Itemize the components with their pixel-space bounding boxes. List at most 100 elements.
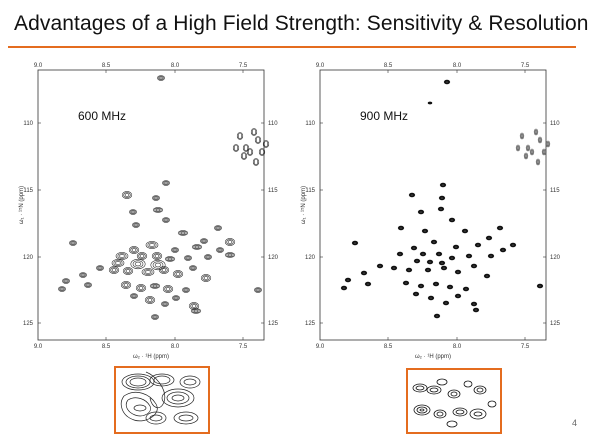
inset-600-plot xyxy=(120,371,201,425)
y-tick-left: 110 xyxy=(23,121,33,127)
contour-peak xyxy=(470,263,478,269)
contour-peak xyxy=(149,283,161,289)
contour-peak xyxy=(533,128,539,136)
contour-peak xyxy=(515,144,521,152)
contour-peak xyxy=(435,314,439,318)
contour-peak xyxy=(450,218,454,222)
x-tick-top: 7.5 xyxy=(239,63,248,69)
contour-peak xyxy=(124,268,132,274)
contour-peak xyxy=(417,209,425,215)
y-tick-right: 120 xyxy=(268,255,279,261)
contour-peak xyxy=(159,76,163,80)
contour-peak xyxy=(438,260,446,266)
contour-peak xyxy=(250,128,258,136)
contour-peak xyxy=(443,79,451,85)
contour-peak xyxy=(183,288,189,292)
contour-peak xyxy=(524,153,528,159)
contour-peak xyxy=(536,159,540,165)
contour-peak xyxy=(529,148,535,156)
contour-peak xyxy=(444,80,450,84)
contour-peak xyxy=(470,301,478,307)
contour-peak xyxy=(191,304,197,308)
contour-peak xyxy=(189,265,197,271)
contour-peak xyxy=(431,240,437,244)
contour-peak xyxy=(64,279,68,283)
contour-peak xyxy=(438,195,446,201)
contour-peak xyxy=(262,140,270,148)
contour-peak xyxy=(252,158,260,166)
contour-peak xyxy=(501,248,505,252)
contour-peak xyxy=(71,241,75,245)
contour-peak xyxy=(441,266,447,270)
contour-peak xyxy=(426,259,434,265)
contour-peak xyxy=(172,248,178,252)
contour-peak xyxy=(263,141,269,147)
contour-peak xyxy=(396,251,404,257)
contour-peak xyxy=(476,243,480,247)
contour-peak xyxy=(442,300,450,306)
contour-peak xyxy=(202,275,210,281)
contour-peak xyxy=(432,281,440,287)
contour-peak xyxy=(120,281,132,289)
y-tick-right: 115 xyxy=(268,188,278,194)
contour-peak xyxy=(59,287,65,291)
contour-peak xyxy=(483,273,491,279)
contour-peak xyxy=(165,287,171,291)
contour-peak xyxy=(434,282,438,286)
contour-peak xyxy=(485,235,493,241)
x-tick-bottom: 8.0 xyxy=(453,344,462,350)
contour-peak xyxy=(254,287,262,293)
inset-900-plot xyxy=(412,378,497,428)
x-tick-bottom: 9.0 xyxy=(34,344,43,350)
contour-peak xyxy=(97,266,103,270)
contour-peak xyxy=(192,309,200,313)
contour-peak xyxy=(427,295,435,301)
contour-peak xyxy=(439,196,445,200)
contour-peak xyxy=(134,261,142,267)
contour-peak xyxy=(472,264,476,268)
contour-peak xyxy=(98,266,102,270)
contour-peak xyxy=(161,301,169,307)
contour-peak xyxy=(147,298,153,302)
contour-peak xyxy=(111,259,125,267)
contour-peak xyxy=(423,229,427,233)
contour-peak xyxy=(530,149,534,155)
contour-peak xyxy=(489,254,493,258)
contour-peak xyxy=(242,144,250,152)
x-tick-top: 8.5 xyxy=(102,63,111,69)
contour-peak xyxy=(173,248,177,252)
contour-peak xyxy=(360,270,368,276)
contour-peak xyxy=(129,209,137,215)
contour-peak xyxy=(437,206,445,212)
contour-peak xyxy=(454,269,462,275)
inset-900-contours xyxy=(412,378,497,428)
contour-peak xyxy=(427,260,433,264)
contour-peak xyxy=(157,75,165,81)
contour-peak xyxy=(224,238,236,246)
contour-peak xyxy=(446,284,454,290)
contour-peak xyxy=(488,254,494,258)
contour-peak xyxy=(255,288,261,292)
contour-peak xyxy=(130,247,138,253)
contour-peak xyxy=(486,236,492,240)
x-tick-top: 9.0 xyxy=(34,63,43,69)
contour-peak xyxy=(534,129,538,135)
contour-peak xyxy=(361,271,367,275)
y-tick-right: 125 xyxy=(550,321,561,327)
contour-peak xyxy=(152,207,164,213)
contour-peak xyxy=(510,243,516,247)
contour-peak xyxy=(152,261,164,269)
contour-peak xyxy=(241,153,247,159)
contour-peak xyxy=(402,280,410,286)
contour-peak xyxy=(448,285,452,289)
contour-peak xyxy=(497,226,503,230)
contour-peak xyxy=(193,245,201,249)
contour-peak xyxy=(464,287,468,291)
contour-peak xyxy=(172,295,180,301)
contour-peak xyxy=(519,132,525,140)
contour-peak xyxy=(447,285,453,289)
contour-peak xyxy=(472,307,480,313)
contour-peak xyxy=(450,256,454,260)
contour-peak xyxy=(190,303,198,309)
contour-peak xyxy=(217,248,223,252)
